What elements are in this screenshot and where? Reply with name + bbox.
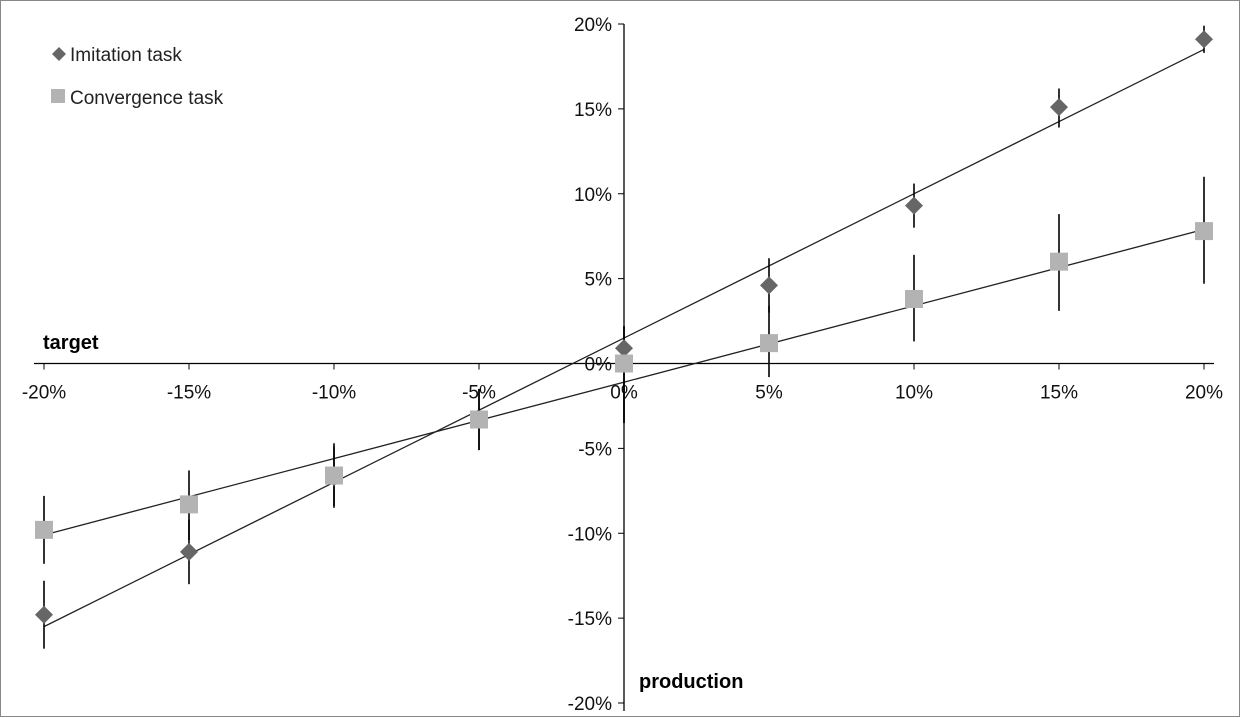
legend-label-convergence: Convergence task [70,88,224,109]
imitation-point [35,605,53,624]
imitation-point [1195,30,1213,49]
y-tick-label: -5% [578,439,612,460]
y-tick-label: -15% [568,609,612,630]
convergence-point [180,495,198,514]
imitation-point [615,339,633,358]
x-tick-label: -15% [167,383,211,404]
legend-diamond-marker [52,47,66,61]
x-axis-title: target [43,332,99,354]
x-tick-label: 20% [1185,383,1223,404]
imitation-point [1050,98,1068,117]
convergence-point [905,289,923,308]
convergence-point [760,334,778,353]
y-tick-label: 15% [574,100,612,121]
y-axis-ticks: -20% -15% -10% -5% 0% 5% 10% 15% 20% [568,15,624,715]
imitation-point [760,276,778,295]
y-tick-label: 10% [574,185,612,206]
convergence-point [325,466,343,485]
legend-label-imitation: Imitation task [70,45,182,66]
x-tick-label: 10% [895,383,933,404]
error-bars [43,25,1205,649]
convergence-point [35,520,53,539]
y-tick-label: 0% [585,355,613,376]
imitation-point [905,196,923,215]
legend: Imitation task Convergence task [51,45,224,109]
x-tick-label: 5% [755,383,783,404]
y-tick-label: 20% [574,15,612,36]
x-tick-label: 15% [1040,383,1078,404]
legend-item-convergence: Convergence task [51,88,224,109]
convergence-point [1195,222,1213,241]
x-tick-label: -20% [22,383,66,404]
convergence-point [615,354,633,373]
x-tick-label: -10% [312,383,356,404]
convergence-point [470,410,488,429]
y-tick-label: 5% [585,270,613,291]
y-tick-label: -10% [568,524,612,545]
data-markers [35,30,1213,624]
legend-square-marker [51,89,65,103]
y-tick-label: -20% [568,694,612,715]
convergence-point [1050,252,1068,271]
y-axis-title: production [639,671,743,693]
imitation-point [180,542,198,561]
legend-item-imitation: Imitation task [52,45,182,66]
